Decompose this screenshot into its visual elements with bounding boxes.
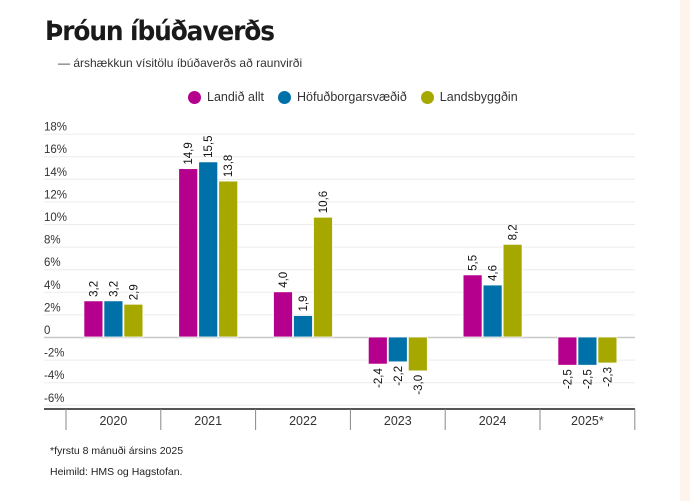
legend-label: Landið allt	[207, 90, 264, 104]
data-label: 4,0	[278, 272, 290, 288]
y-tick-label: 18%	[44, 122, 67, 134]
y-tick-label: 10%	[44, 212, 67, 224]
chart-subtitle: — árshækkun vísitölu íbúðaverðs að raunv…	[58, 56, 303, 70]
y-tick-label: 12%	[44, 189, 67, 201]
legend-swatch-icon	[278, 90, 291, 104]
data-label: -2,2	[393, 366, 405, 386]
data-label: 15,5	[203, 135, 215, 157]
legend-swatch-icon	[188, 90, 201, 104]
chart-title: Þróun íbúðaverðs	[45, 16, 275, 47]
legend-label: Höfuðborgarsvæðið	[297, 90, 407, 104]
legend-swatch-icon	[420, 90, 434, 104]
source-note: Heimild: HMS og Hagstofan.	[50, 466, 183, 478]
y-tick-label: 6%	[44, 257, 61, 269]
y-tick-label: -2%	[44, 348, 64, 360]
y-tick-label: -4%	[44, 370, 64, 382]
y-tick-label: 4%	[44, 280, 61, 292]
side-strip	[680, 0, 690, 501]
data-label: 13,8	[223, 155, 235, 177]
data-label: 3,2	[88, 281, 100, 297]
bar	[577, 336, 598, 366]
bar	[557, 336, 578, 366]
data-label: 1,9	[298, 296, 310, 312]
y-tick-label: 2%	[44, 302, 61, 314]
bar	[597, 336, 618, 364]
bars	[83, 161, 618, 372]
bar	[198, 161, 219, 338]
bar	[293, 315, 313, 338]
y-tick-label: 8%	[44, 235, 61, 247]
data-label: 4,6	[488, 265, 500, 281]
legend-label: Landsbyggðin	[439, 90, 518, 104]
data-label: -2,5	[582, 369, 594, 389]
data-label: 10,6	[318, 191, 330, 213]
data-label: 5,5	[468, 255, 480, 271]
x-tick-label: 2025*	[571, 414, 604, 428]
data-label: 3,2	[108, 281, 120, 297]
y-tick-label: 14%	[44, 167, 67, 179]
x-tick-label: 2021	[194, 414, 222, 428]
bar	[407, 336, 428, 372]
gridlines	[44, 133, 635, 406]
data-label: 14,9	[183, 142, 195, 164]
bar	[313, 216, 333, 338]
bar	[83, 300, 104, 338]
data-label: -2,5	[562, 369, 574, 389]
bar	[387, 336, 408, 363]
data-labels: 3,2 3,2 2,914,9 15,513,84,01,910,6-2,4 -2,2-…	[88, 135, 614, 394]
bar	[462, 274, 483, 338]
y-tick-label: -6%	[44, 393, 64, 405]
legend: Landið allt Höfuðborgarsvæðið Landsbyggð…	[188, 90, 518, 104]
bar	[273, 291, 293, 338]
x-tick-label: 2024	[479, 414, 507, 428]
data-label: 8,2	[508, 224, 520, 240]
legend-item-landid-allt: Landið allt	[188, 90, 264, 104]
data-label: 2,9	[128, 284, 140, 300]
bar	[178, 168, 199, 338]
y-axis-ticks: 18% 16% 14% 12% 10% 8% 6% 4% 2% 0 -2% -4% -6%	[44, 122, 67, 405]
bar	[367, 336, 388, 365]
x-tick-label: 2020	[99, 414, 127, 428]
data-label: -3,0	[413, 375, 425, 395]
legend-item-hofudborgarsvaedid: Höfuðborgarsvæðið	[278, 90, 407, 104]
footnote: *fyrstu 8 mánuði ársins 2025	[50, 445, 184, 457]
y-tick-label: 0	[44, 325, 50, 337]
data-label: -2,4	[373, 368, 385, 388]
x-axis: 2020 2021 2022 2023 2024 2025*	[44, 408, 636, 430]
y-tick-label: 16%	[44, 144, 67, 156]
legend-item-landsbyggdin: Landsbyggðin	[420, 90, 518, 104]
bar	[103, 300, 124, 338]
bar	[482, 284, 503, 338]
bar	[218, 180, 239, 338]
x-tick-label: 2023	[384, 414, 412, 428]
bar	[502, 243, 523, 338]
x-tick-label: 2022	[289, 414, 317, 428]
data-label: -2,3	[602, 367, 614, 387]
bar	[123, 303, 144, 338]
